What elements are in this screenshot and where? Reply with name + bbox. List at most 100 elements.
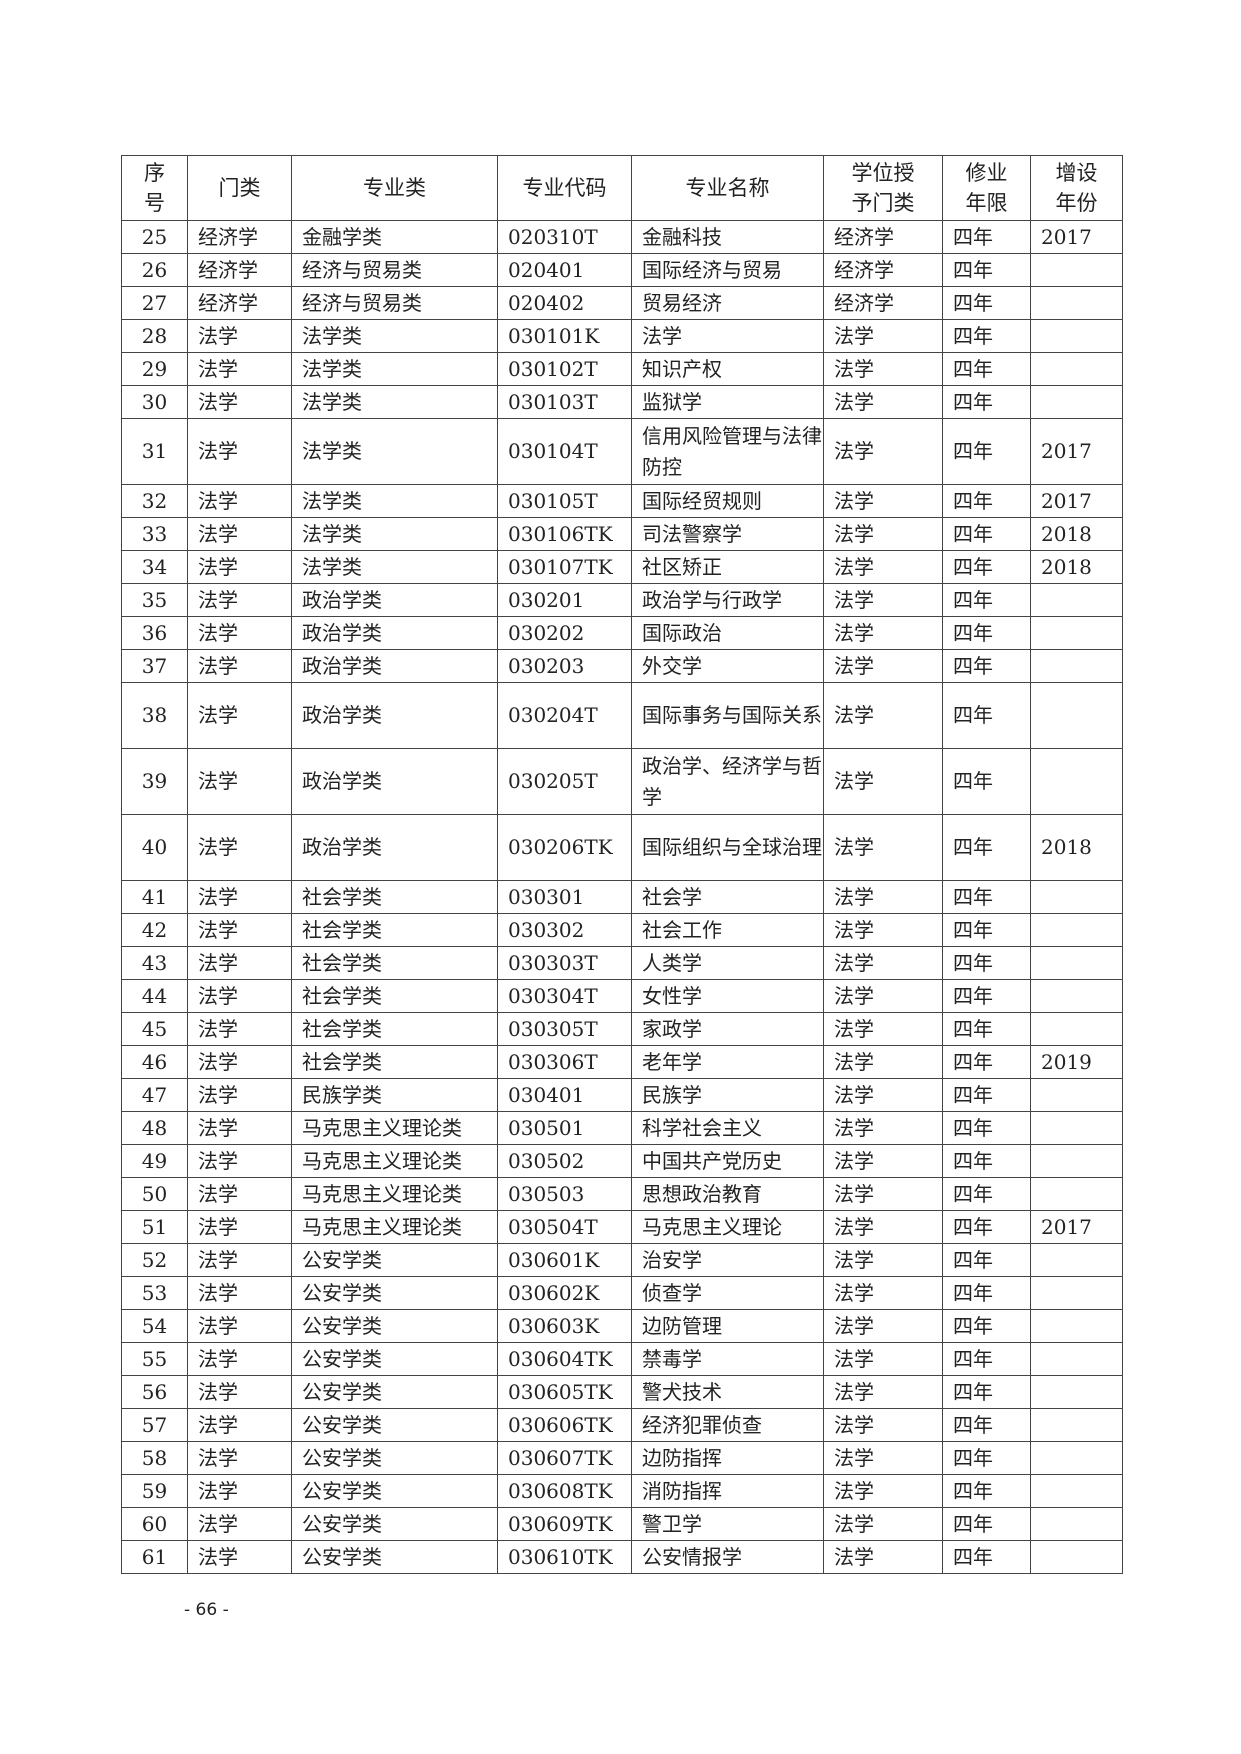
cell-category: 法学 — [187, 418, 292, 485]
cell-major-name: 国际组织与全球治理 — [631, 814, 824, 881]
cell-serial-no: 48 — [121, 1111, 188, 1145]
cell-duration: 四年 — [942, 550, 1031, 584]
cell-category: 法学 — [187, 1243, 292, 1277]
cell-major-name: 科学社会主义 — [631, 1111, 824, 1145]
cell-major-code: 030107TK — [497, 550, 632, 584]
cell-major-code: 030204T — [497, 682, 632, 749]
cell-major-class: 政治学类 — [291, 748, 498, 815]
cell-serial-no: 44 — [121, 979, 188, 1013]
cell-major-name: 中国共产党历史 — [631, 1144, 824, 1178]
cell-major-class: 公安学类 — [291, 1243, 498, 1277]
cell-duration: 四年 — [942, 1276, 1031, 1310]
table-row: 26 经济学 经济与贸易类 020401 国际经济与贸易 经济学 四年 — [121, 253, 1123, 287]
cell-degree-category: 法学 — [823, 517, 943, 551]
cell-year-added — [1030, 352, 1123, 386]
cell-major-name: 人类学 — [631, 946, 824, 980]
cell-major-class: 马克思主义理论类 — [291, 1210, 498, 1244]
cell-year-added: 2017 — [1030, 220, 1123, 254]
cell-major-class: 马克思主义理论类 — [291, 1111, 498, 1145]
cell-major-class: 公安学类 — [291, 1441, 498, 1475]
cell-major-code: 030602K — [497, 1276, 632, 1310]
cell-major-code: 030605TK — [497, 1375, 632, 1409]
cell-major-name: 侦查学 — [631, 1276, 824, 1310]
cell-major-name: 禁毒学 — [631, 1342, 824, 1376]
cell-degree-category: 法学 — [823, 418, 943, 485]
cell-degree-category: 经济学 — [823, 253, 943, 287]
table-row: 53 法学 公安学类 030602K 侦查学 法学 四年 — [121, 1276, 1123, 1310]
cell-major-name: 马克思主义理论 — [631, 1210, 824, 1244]
cell-year-added — [1030, 319, 1123, 353]
table-row: 31 法学 法学类 030104T 信用风险管理与法律防控 法学 四年 2017 — [121, 418, 1123, 485]
cell-major-class: 公安学类 — [291, 1540, 498, 1574]
cell-degree-category: 法学 — [823, 385, 943, 419]
cell-year-added — [1030, 1276, 1123, 1310]
cell-major-name: 监狱学 — [631, 385, 824, 419]
cell-major-class: 马克思主义理论类 — [291, 1144, 498, 1178]
cell-major-name: 知识产权 — [631, 352, 824, 386]
cell-category: 法学 — [187, 319, 292, 353]
header-serial-no: 序 号 — [121, 155, 188, 221]
cell-major-code: 030604TK — [497, 1342, 632, 1376]
table-row: 44 法学 社会学类 030304T 女性学 法学 四年 — [121, 979, 1123, 1013]
table-row: 41 法学 社会学类 030301 社会学 法学 四年 — [121, 880, 1123, 914]
table-row: 43 法学 社会学类 030303T 人类学 法学 四年 — [121, 946, 1123, 980]
cell-duration: 四年 — [942, 1342, 1031, 1376]
cell-category: 法学 — [187, 1276, 292, 1310]
cell-year-added — [1030, 1375, 1123, 1409]
table-row: 48 法学 马克思主义理论类 030501 科学社会主义 法学 四年 — [121, 1111, 1123, 1145]
cell-serial-no: 45 — [121, 1012, 188, 1046]
cell-duration: 四年 — [942, 1210, 1031, 1244]
cell-degree-category: 法学 — [823, 748, 943, 815]
table-row: 37 法学 政治学类 030203 外交学 法学 四年 — [121, 649, 1123, 683]
cell-category: 法学 — [187, 682, 292, 749]
cell-major-code: 030607TK — [497, 1441, 632, 1475]
cell-major-name: 警犬技术 — [631, 1375, 824, 1409]
cell-degree-category: 法学 — [823, 979, 943, 1013]
cell-category: 法学 — [187, 1144, 292, 1178]
cell-major-name: 边防管理 — [631, 1309, 824, 1343]
cell-major-class: 法学类 — [291, 418, 498, 485]
cell-duration: 四年 — [942, 1243, 1031, 1277]
cell-major-code: 030105T — [497, 484, 632, 518]
cell-category: 法学 — [187, 1078, 292, 1112]
cell-serial-no: 36 — [121, 616, 188, 650]
cell-serial-no: 29 — [121, 352, 188, 386]
cell-major-code: 030104T — [497, 418, 632, 485]
cell-major-class: 政治学类 — [291, 682, 498, 749]
table-row: 57 法学 公安学类 030606TK 经济犯罪侦查 法学 四年 — [121, 1408, 1123, 1442]
table-row: 46 法学 社会学类 030306T 老年学 法学 四年 2019 — [121, 1045, 1123, 1079]
header-major-class: 专业类 — [291, 155, 498, 221]
cell-category: 法学 — [187, 748, 292, 815]
cell-major-name: 金融科技 — [631, 220, 824, 254]
cell-year-added — [1030, 1243, 1123, 1277]
cell-major-name: 外交学 — [631, 649, 824, 683]
cell-serial-no: 53 — [121, 1276, 188, 1310]
cell-year-added: 2018 — [1030, 550, 1123, 584]
cell-major-code: 030504T — [497, 1210, 632, 1244]
cell-major-name: 法学 — [631, 319, 824, 353]
cell-serial-no: 58 — [121, 1441, 188, 1475]
cell-degree-category: 法学 — [823, 1045, 943, 1079]
table-row: 59 法学 公安学类 030608TK 消防指挥 法学 四年 — [121, 1474, 1123, 1508]
cell-serial-no: 35 — [121, 583, 188, 617]
cell-year-added — [1030, 748, 1123, 815]
cell-serial-no: 51 — [121, 1210, 188, 1244]
cell-major-code: 030306T — [497, 1045, 632, 1079]
cell-year-added — [1030, 1078, 1123, 1112]
cell-major-name: 司法警察学 — [631, 517, 824, 551]
cell-serial-no: 37 — [121, 649, 188, 683]
cell-major-name: 民族学 — [631, 1078, 824, 1112]
table-row: 34 法学 法学类 030107TK 社区矫正 法学 四年 2018 — [121, 550, 1123, 584]
cell-category: 法学 — [187, 1375, 292, 1409]
cell-duration: 四年 — [942, 616, 1031, 650]
table-header-row: 序 号门类 专业类 专业代码 专业名称 学位授 予门类 修业 年限 增设 年份 — [121, 155, 1123, 221]
cell-category: 法学 — [187, 1540, 292, 1574]
cell-year-added — [1030, 1177, 1123, 1211]
cell-duration: 四年 — [942, 1177, 1031, 1211]
cell-serial-no: 26 — [121, 253, 188, 287]
cell-duration: 四年 — [942, 979, 1031, 1013]
cell-degree-category: 法学 — [823, 913, 943, 947]
cell-year-added: 2018 — [1030, 517, 1123, 551]
cell-degree-category: 法学 — [823, 814, 943, 881]
cell-degree-category: 法学 — [823, 616, 943, 650]
